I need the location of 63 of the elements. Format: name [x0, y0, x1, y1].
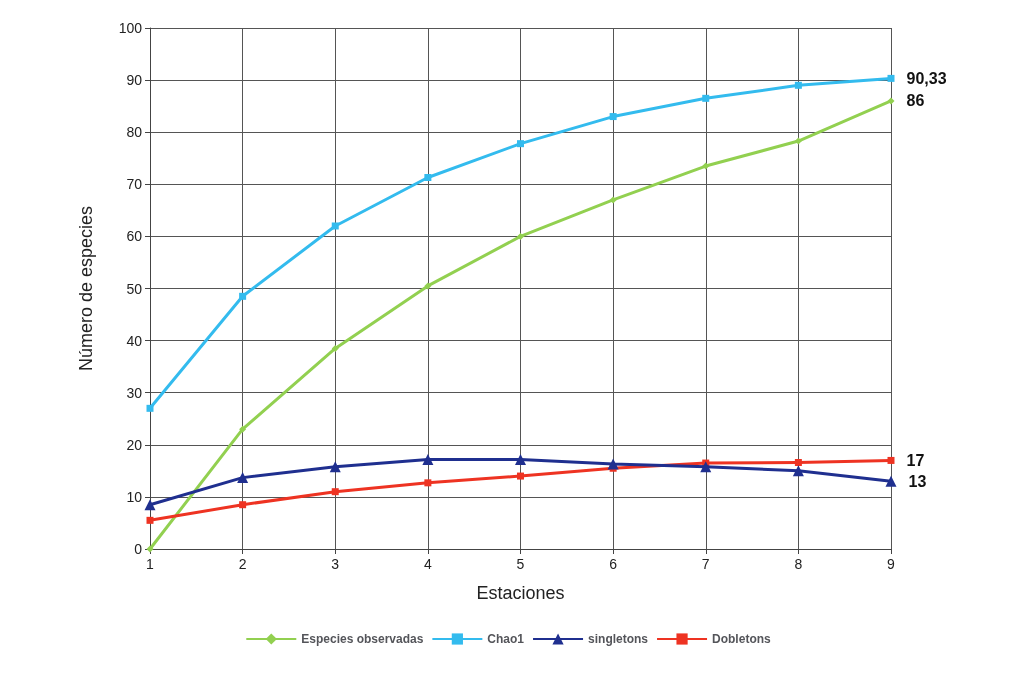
data-label: 13 — [908, 472, 927, 490]
legend-label: singletons — [588, 632, 649, 646]
point — [885, 475, 897, 487]
point — [146, 404, 154, 412]
point — [792, 465, 804, 477]
point — [794, 81, 802, 89]
legend-label: Especies observadas — [301, 632, 424, 646]
point — [609, 113, 617, 121]
x-tick-label: 4 — [423, 556, 432, 572]
legend-label: Chao1 — [487, 632, 525, 646]
point — [794, 459, 802, 467]
x-tick-label: 9 — [887, 556, 896, 572]
point — [517, 140, 524, 148]
point — [700, 461, 712, 473]
x-tick-label: 3 — [331, 556, 340, 572]
point — [607, 458, 619, 470]
point — [887, 74, 895, 82]
point — [239, 425, 247, 433]
y-tick-label: 100 — [118, 20, 143, 36]
point — [517, 232, 524, 240]
point — [331, 344, 339, 352]
point — [609, 196, 617, 204]
y-tick-label: 20 — [126, 436, 143, 453]
y-tick-label: 10 — [126, 488, 143, 505]
x-axis-title: Estaciones — [476, 583, 565, 603]
x-tick-label: 1 — [146, 556, 155, 572]
x-tick-label: 6 — [609, 556, 618, 572]
point — [702, 162, 710, 170]
y-tick-label: 40 — [126, 332, 143, 349]
legend-label: Dobletons — [712, 632, 772, 646]
y-tick-label: 70 — [126, 176, 143, 193]
point — [424, 282, 432, 290]
point — [887, 97, 895, 105]
point — [515, 453, 526, 465]
point — [146, 516, 154, 524]
y-tick-label: 60 — [126, 228, 143, 245]
point — [329, 461, 341, 473]
point — [239, 501, 247, 509]
y-tick-label: 90 — [126, 72, 143, 89]
point — [331, 222, 339, 230]
x-tick-label: 5 — [516, 556, 525, 572]
y-tick-label: 30 — [126, 384, 143, 401]
x-tick-label: 7 — [701, 556, 710, 572]
x-tick-label: 8 — [794, 556, 803, 572]
data-label: 90,33 — [906, 69, 947, 87]
y-tick-label: 80 — [126, 124, 143, 141]
point — [794, 137, 802, 145]
y-axis-title: Número de especies — [76, 205, 96, 372]
data-label: 17 — [906, 451, 925, 469]
point — [702, 94, 710, 102]
point — [422, 453, 434, 465]
point — [517, 472, 524, 480]
y-tick-label: 50 — [126, 280, 143, 297]
x-tick-label: 2 — [238, 556, 247, 572]
point — [331, 488, 339, 496]
y-tick-label: 0 — [134, 541, 143, 557]
point — [887, 456, 895, 464]
point — [424, 479, 432, 487]
data-label: 86 — [906, 92, 925, 110]
point — [239, 292, 247, 300]
point — [424, 174, 432, 182]
point — [144, 499, 156, 511]
point — [237, 472, 249, 484]
